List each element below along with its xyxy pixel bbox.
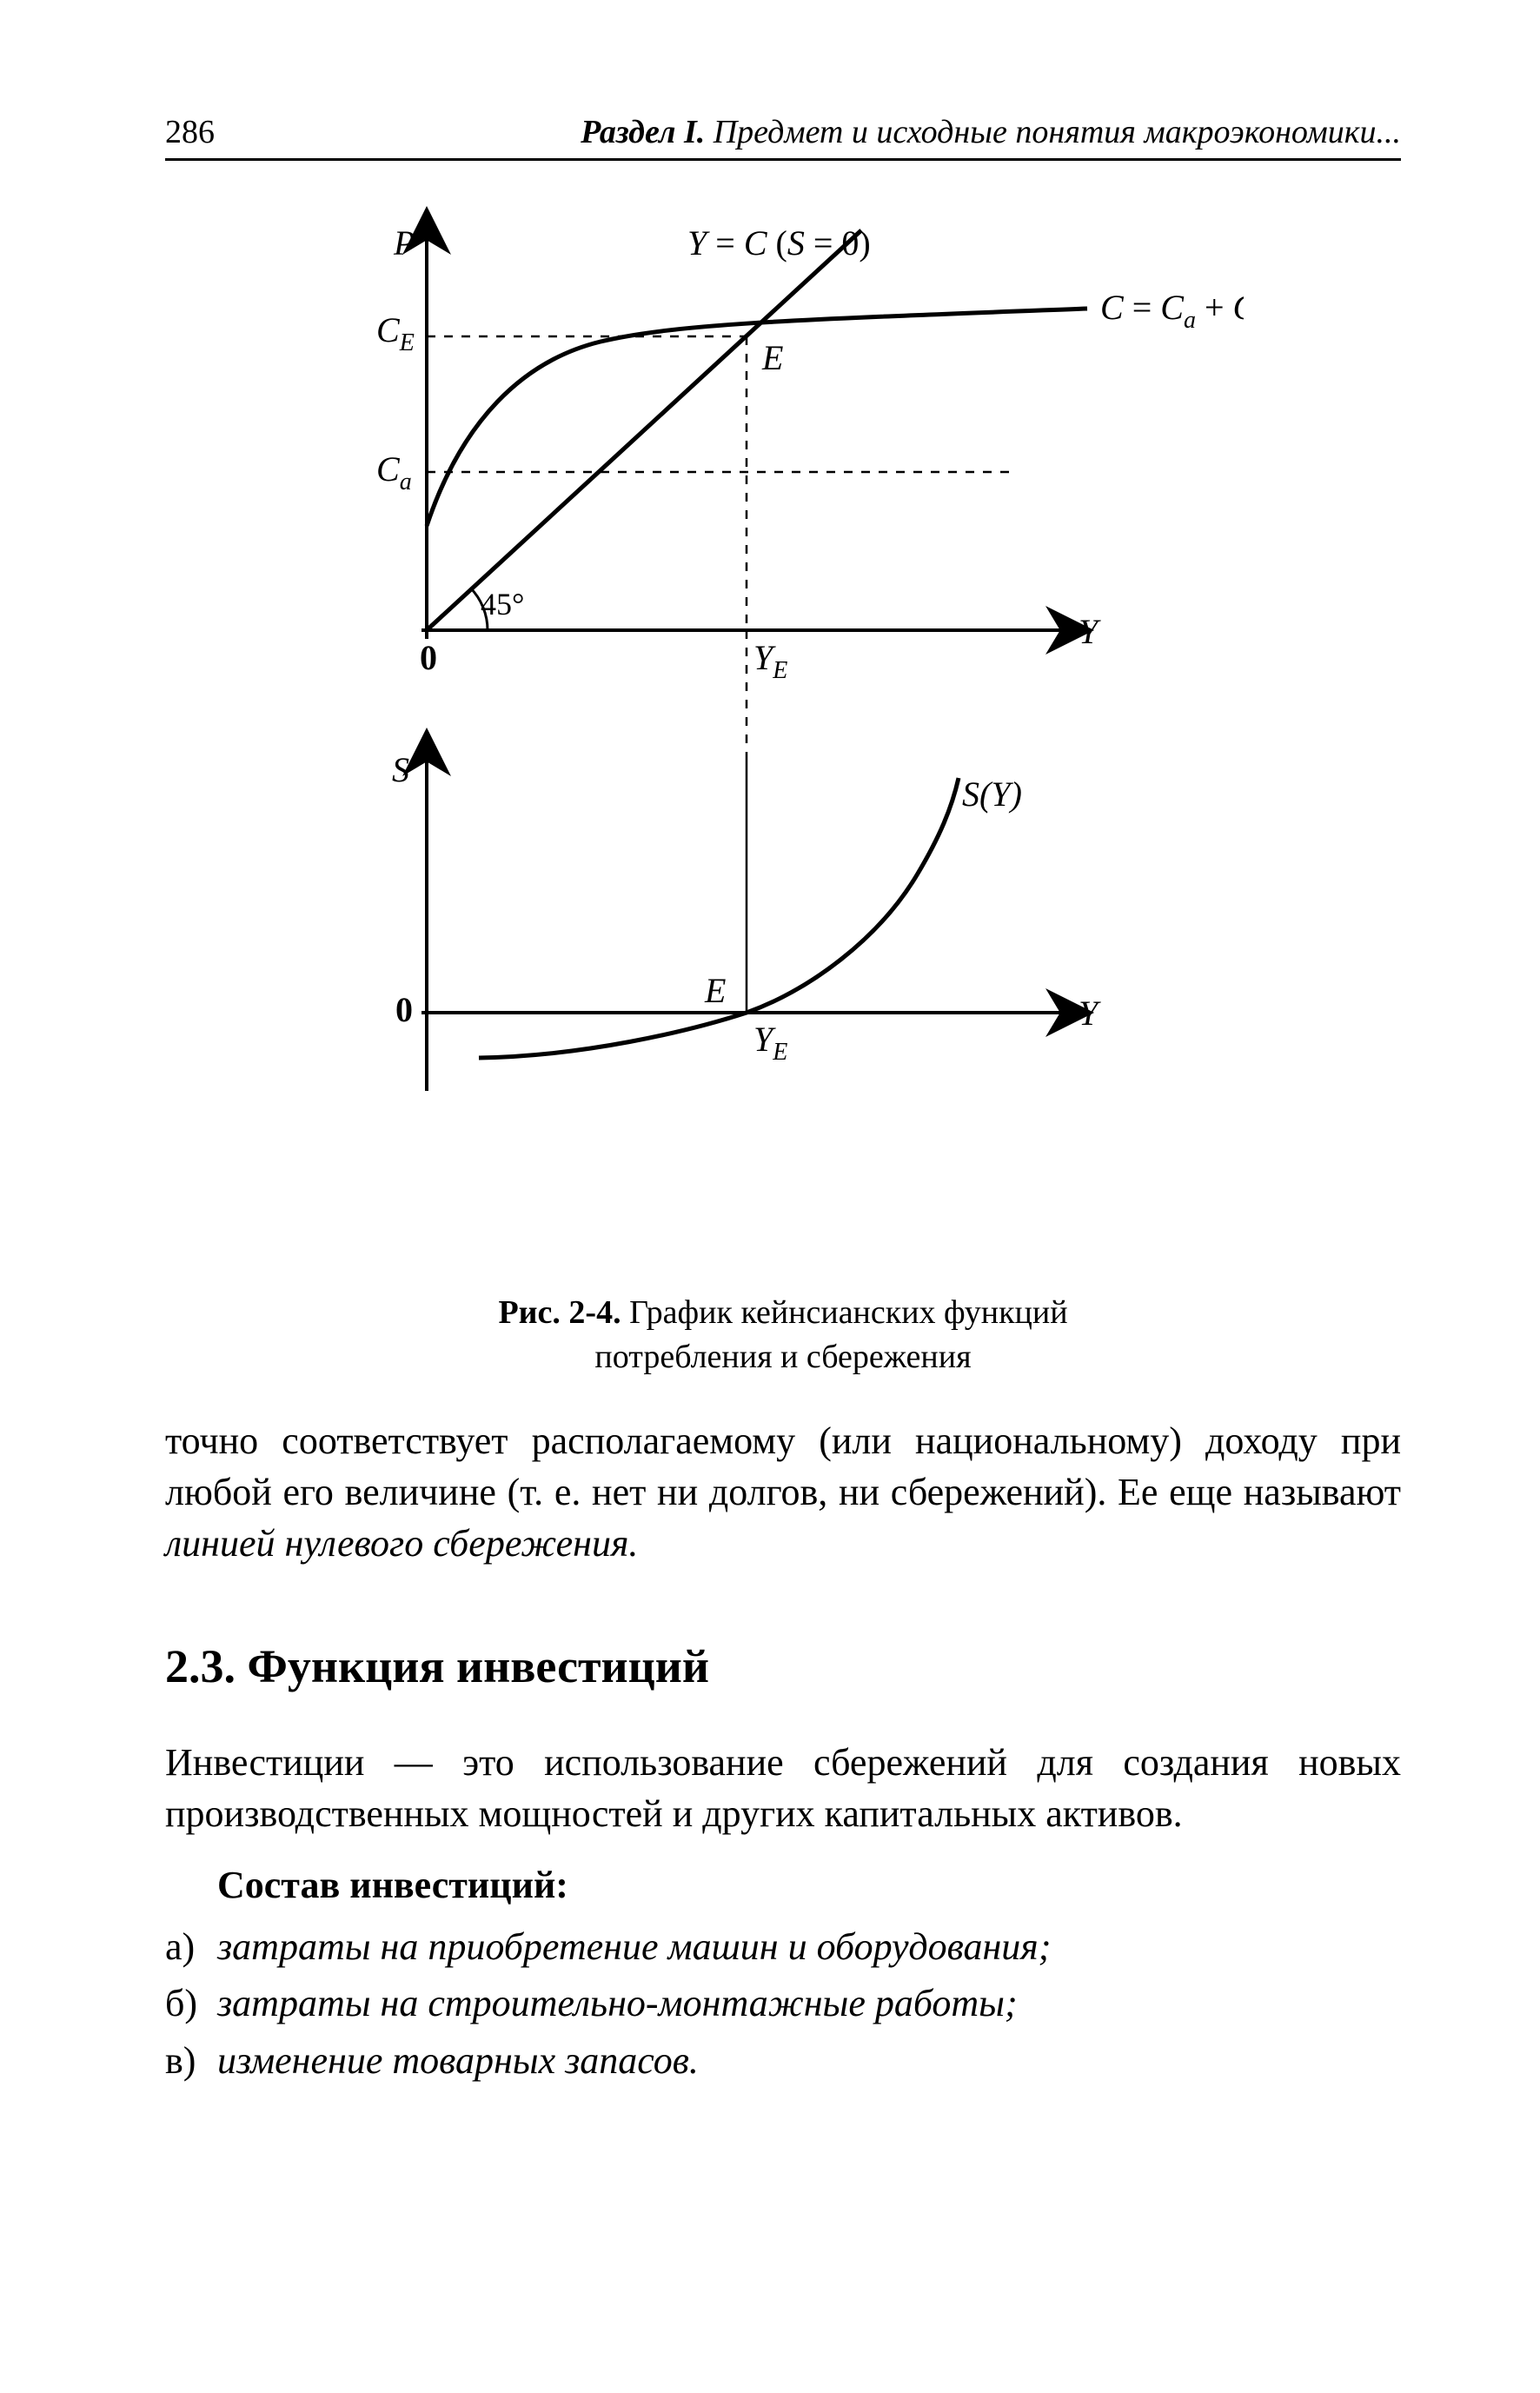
axis-label-S: S	[392, 750, 409, 789]
paragraph-investments: Инвестиции — это использование сбережени…	[165, 1737, 1401, 1840]
savings-curve-label: S(Y)	[962, 774, 1022, 814]
paragraph-intro: точно соответствует располагаемому (или …	[165, 1415, 1401, 1570]
figure-caption: Рис. 2-4. График кейнсианских функций по…	[305, 1291, 1261, 1380]
sub-heading-composition: Состав инвестиций:	[165, 1863, 1401, 1907]
origin-label-bottom: 0	[395, 990, 413, 1029]
point-E-bottom: E	[704, 971, 726, 1010]
section-heading-2-3: 2.3. Функция инвестиций	[165, 1639, 1401, 1693]
consumption-curve-label: C = Ca + C(Y)	[1100, 288, 1244, 334]
xtick-YE-bottom: YE	[753, 1020, 787, 1066]
ytick-CE: CE	[376, 310, 415, 356]
point-E-top: E	[761, 338, 783, 377]
ytick-Ca: Ca	[376, 449, 412, 495]
list-item: а)затраты на приобретение машин и оборуд…	[165, 1919, 1401, 1975]
page-number: 286	[165, 113, 215, 151]
list-item: в)изменение товарных запасов.	[165, 2033, 1401, 2089]
keynesian-chart-svg: P Y 0 45° Y = C (S = 0) C = Ca + C(Y)	[322, 196, 1244, 1265]
xtick-YE-top: YE	[753, 638, 787, 684]
list-item: б)затраты на строительно-монтажные работ…	[165, 1976, 1401, 2031]
axis-label-Y-top: Y	[1079, 612, 1101, 651]
page-header: 286 Раздел I. Предмет и исходные понятия…	[165, 113, 1401, 161]
axis-label-Y-bottom: Y	[1079, 994, 1101, 1033]
angle-45-label: 45°	[481, 587, 524, 622]
line-YC-label: Y = C (S = 0)	[687, 223, 871, 263]
origin-label-top: 0	[420, 638, 437, 677]
investment-list: а)затраты на приобретение машин и оборуд…	[165, 1919, 1401, 2089]
header-title: Раздел I. Предмет и исходные понятия мак…	[581, 113, 1401, 151]
figure-2-4: P Y 0 45° Y = C (S = 0) C = Ca + C(Y)	[305, 196, 1261, 1380]
axis-label-P: P	[393, 223, 415, 263]
